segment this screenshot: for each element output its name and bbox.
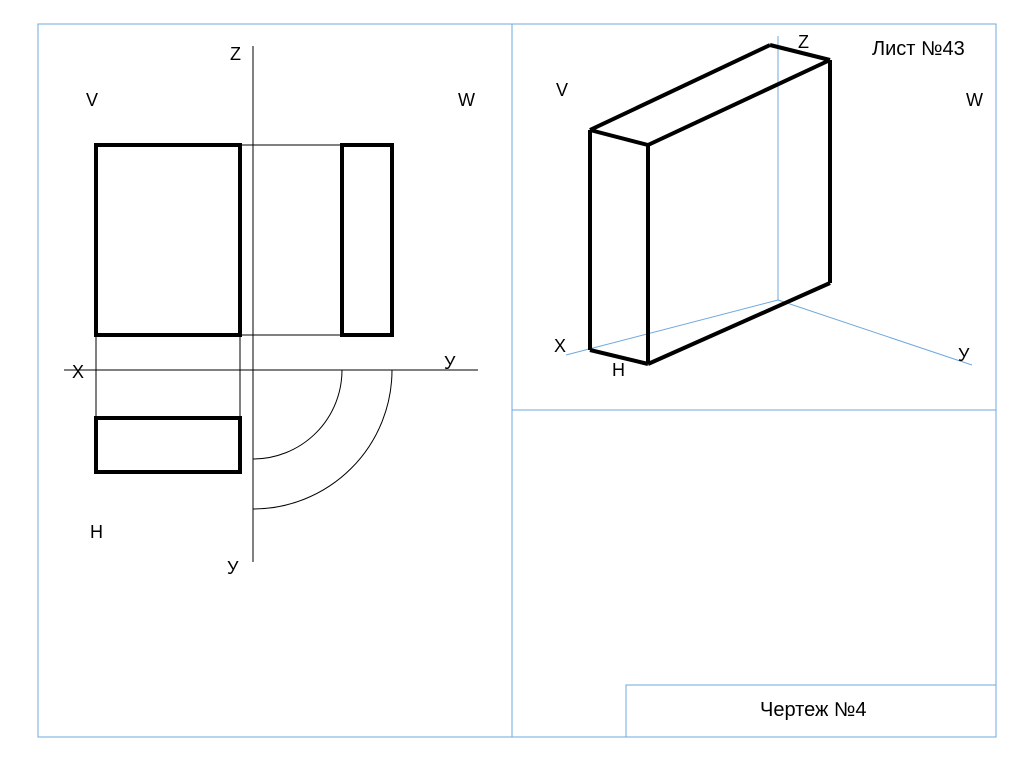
frame-outer xyxy=(38,24,996,737)
label-right-z: Z xyxy=(798,32,809,52)
left-proj-arc-1 xyxy=(253,370,392,509)
label-sheet: Лист №43 xyxy=(872,38,965,60)
label-left-z: Z xyxy=(230,44,241,64)
left-front-view xyxy=(96,145,240,335)
prism-top-left xyxy=(590,45,770,130)
prism-right-bottom xyxy=(648,283,830,364)
right-axis-y xyxy=(778,300,972,365)
label-left-x: X xyxy=(72,362,84,382)
left-side-view xyxy=(342,145,392,335)
label-left-y-down: У xyxy=(227,558,239,578)
right-axis-x xyxy=(566,300,778,355)
label-right-v: V xyxy=(556,80,568,100)
label-title: Чертеж №4 xyxy=(760,699,866,721)
label-left-h: H xyxy=(90,522,103,542)
label-right-h: H xyxy=(612,360,625,380)
label-right-y: У xyxy=(958,345,970,365)
prism-front-top xyxy=(590,130,648,145)
label-left-y-right: У xyxy=(444,353,456,373)
left-proj-arc-0 xyxy=(253,370,342,459)
label-left-w: W xyxy=(458,90,475,110)
prism-top-right xyxy=(648,60,830,145)
label-left-v: V xyxy=(86,90,98,110)
label-right-w: W xyxy=(966,90,983,110)
label-right-x: X xyxy=(554,336,566,356)
left-top-view xyxy=(96,418,240,472)
